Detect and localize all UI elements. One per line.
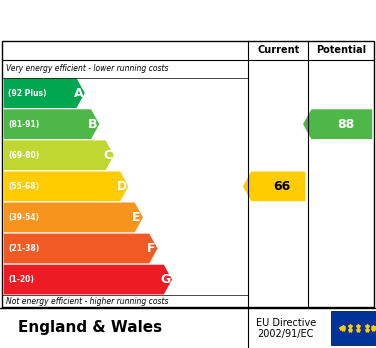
Text: (92 Plus): (92 Plus): [8, 89, 47, 97]
Polygon shape: [4, 78, 85, 108]
Text: (55-68): (55-68): [8, 182, 39, 191]
Text: Potential: Potential: [316, 45, 366, 55]
FancyBboxPatch shape: [331, 311, 376, 345]
Text: C: C: [103, 149, 112, 162]
Text: E: E: [132, 211, 141, 224]
Polygon shape: [4, 203, 143, 232]
Text: (21-38): (21-38): [8, 244, 39, 253]
Polygon shape: [4, 234, 158, 263]
Text: (69-80): (69-80): [8, 151, 39, 160]
Text: G: G: [161, 273, 171, 286]
Text: EU Directive: EU Directive: [256, 318, 316, 328]
Polygon shape: [303, 109, 372, 139]
Text: 2002/91/EC: 2002/91/EC: [258, 329, 314, 339]
Text: F: F: [147, 242, 155, 255]
Text: England & Wales: England & Wales: [18, 321, 162, 335]
Text: (39-54): (39-54): [8, 213, 39, 222]
Text: Not energy efficient - higher running costs: Not energy efficient - higher running co…: [6, 297, 168, 306]
Text: 88: 88: [337, 118, 354, 130]
Text: Current: Current: [257, 45, 299, 55]
Text: B: B: [88, 118, 98, 130]
Text: (1-20): (1-20): [8, 275, 34, 284]
Polygon shape: [4, 140, 114, 170]
Text: D: D: [117, 180, 127, 193]
Text: Energy Efficiency Rating: Energy Efficiency Rating: [64, 11, 312, 29]
Polygon shape: [4, 172, 129, 201]
Polygon shape: [4, 265, 172, 294]
Polygon shape: [4, 109, 99, 139]
Polygon shape: [243, 172, 305, 201]
Text: (81-91): (81-91): [8, 120, 39, 129]
Text: Very energy efficient - lower running costs: Very energy efficient - lower running co…: [6, 64, 168, 73]
Text: A: A: [74, 87, 83, 100]
Text: 66: 66: [273, 180, 291, 193]
